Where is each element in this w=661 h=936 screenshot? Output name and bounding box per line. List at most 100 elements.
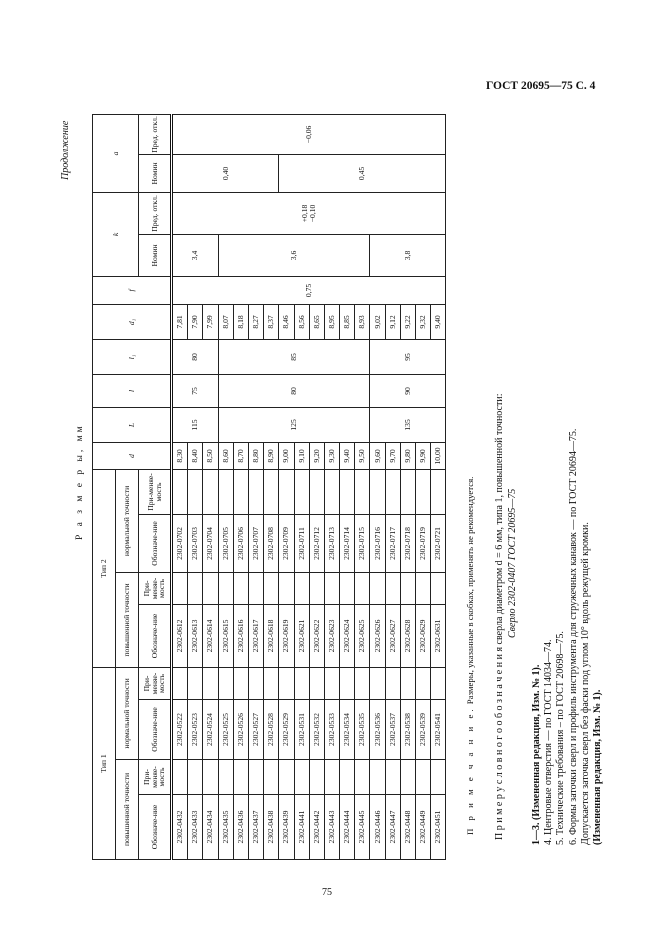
d-value: 9,60 [369, 442, 386, 470]
d-value: 9,90 [415, 442, 431, 470]
t1-normal-applicability [202, 667, 219, 700]
t2-normal-applicability [248, 469, 264, 515]
t2-high-applicability [430, 572, 446, 605]
note-item-6-change: (Измененная редакция, Изм. № 1). [592, 689, 603, 845]
continuation-label: Продолжение [60, 120, 71, 180]
t1-normal-applicability [400, 667, 416, 700]
l-value: 90 [369, 374, 446, 408]
t1-high-applicability [339, 759, 355, 795]
d-value: 9,20 [309, 442, 325, 470]
t1-high-applicability [430, 759, 446, 795]
f-value: 0,75 [171, 276, 446, 305]
d-value: 10,00 [430, 442, 446, 470]
t1-normal-applicability [430, 667, 446, 700]
t2-normal-applicability [324, 469, 340, 515]
header-l: l [92, 374, 172, 408]
remark-text: Размеры, указанные в скобках, применять … [465, 476, 475, 705]
L-value: 125 [218, 407, 370, 443]
t1-high-applicability [278, 759, 294, 795]
t1-high-applicability [415, 759, 431, 795]
d-value: 8,70 [233, 442, 249, 470]
t1-high-applicability [233, 759, 249, 795]
t2-normal-designation: 2302-0711 [294, 514, 310, 573]
L-value: 115 [171, 407, 219, 443]
t2-normal-designation: 2302-0707 [248, 514, 264, 573]
t2-normal-applicability [233, 469, 249, 515]
t2-high-designation: 2302-0628 [400, 604, 416, 668]
t1-normal-applicability [171, 667, 188, 700]
t2-high-accuracy-header: повышенной точности [115, 572, 139, 668]
header-f: f [92, 276, 172, 305]
t2-high-applicability [385, 572, 401, 605]
d1-value: 8,18 [233, 304, 249, 340]
d1-value: 9,22 [400, 304, 416, 340]
t1-normal-designation: 2302-0531 [294, 699, 310, 760]
t1-high-designation: 2302-0447 [385, 794, 401, 860]
t2-normal-designation: 2302-0716 [369, 514, 386, 573]
t1-high-applicability [400, 759, 416, 795]
header-a: a [92, 114, 139, 193]
t2-high-applicability [202, 572, 219, 605]
t1-normal-designation: 2302-0523 [187, 699, 203, 760]
d-value: 9,80 [400, 442, 416, 470]
t1-high-designation: 2302-0449 [415, 794, 431, 860]
d-value: 8,90 [263, 442, 279, 470]
t2-normal-designation: 2302-0714 [339, 514, 355, 573]
t2-normal-designation: 2302-0719 [415, 514, 431, 573]
t2-normal-designation: 2302-0709 [278, 514, 294, 573]
d1-value: 9,02 [369, 304, 386, 340]
remark-label: П р и м е ч а н и е. [465, 706, 475, 835]
d-value: 8,50 [202, 442, 219, 470]
rotated-sheet: Продолжение Р а з м е р ы, мм Тип 1 Тип … [60, 90, 620, 870]
type-1-header: Тип 1 [92, 667, 116, 860]
t1-high-designation: 2302-0444 [339, 794, 355, 860]
t2-normal-applicability [400, 469, 416, 515]
t1-normal-designation: 2302-0535 [354, 699, 370, 760]
applicability-header: При-меняе-мость [138, 572, 172, 605]
t2-high-designation: 2302-0614 [202, 604, 219, 668]
t2-normal-applicability [369, 469, 386, 515]
example-text: сверла диаметром d = 6 мм, типа 1, повыш… [494, 393, 505, 645]
t1-high-applicability [171, 759, 188, 795]
t2-normal-designation: 2302-0705 [218, 514, 234, 573]
t2-normal-designation: 2302-0717 [385, 514, 401, 573]
t1-high-applicability [294, 759, 310, 795]
t1-normal-applicability [385, 667, 401, 700]
d1-value: 8,56 [294, 304, 310, 340]
t1-normal-designation: 2302-0524 [202, 699, 219, 760]
example-label: П р и м е р у с л о в н о г о о б о з н … [494, 646, 505, 840]
l-value: 75 [171, 374, 219, 408]
t2-normal-applicability [339, 469, 355, 515]
d-value: 8,30 [171, 442, 188, 470]
d1-value: 9,12 [385, 304, 401, 340]
t1-high-designation: 2302-0432 [171, 794, 188, 860]
t1-normal-designation: 2302-0522 [171, 699, 188, 760]
designation-header: Обозначе-ние [138, 794, 172, 860]
t1-high-applicability [202, 759, 219, 795]
a-nominal-header: Номин [138, 154, 172, 193]
header-l1: l₁ [92, 339, 172, 375]
t2-high-designation: 2302-0623 [324, 604, 340, 668]
t2-normal-applicability [385, 469, 401, 515]
t1-normal-accuracy-header: нормальной точности [115, 667, 139, 760]
designation-header: Обозначе-ние [138, 514, 172, 573]
t2-high-designation: 2302-0616 [233, 604, 249, 668]
t2-high-designation: 2302-0627 [385, 604, 401, 668]
t1-normal-applicability [187, 667, 203, 700]
d1-value: 8,07 [218, 304, 234, 340]
t2-high-designation: 2302-0615 [218, 604, 234, 668]
d-value: 9,30 [324, 442, 340, 470]
header-d1: d₁ [92, 304, 172, 340]
note-item-5: 5. Технические требования – по ГОСТ 2069… [555, 631, 566, 845]
t2-normal-designation: 2302-0713 [324, 514, 340, 573]
k-tolerance-value: +0,18 −0,10 [171, 192, 446, 235]
t2-high-designation: 2302-0626 [369, 604, 386, 668]
table-row: 2302-0432 2302-0522 2302-0612 2302-0702 8,30… [171, 114, 446, 860]
t1-normal-applicability [218, 667, 234, 700]
t2-normal-designation: 2302-0704 [202, 514, 219, 573]
t1-high-applicability [218, 759, 234, 795]
t1-high-applicability [309, 759, 325, 795]
t2-high-designation: 2302-0631 [430, 604, 446, 668]
t2-high-applicability [400, 572, 416, 605]
t1-high-designation: 2302-0439 [278, 794, 294, 860]
